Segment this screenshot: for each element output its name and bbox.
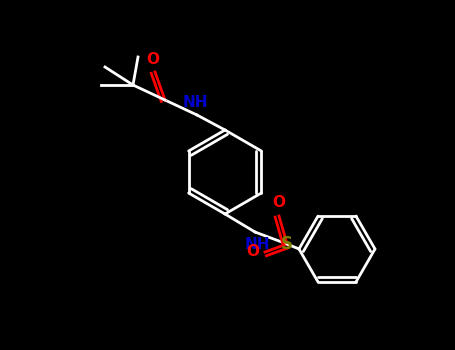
Text: NH: NH xyxy=(244,237,270,252)
Text: S: S xyxy=(281,235,293,253)
Text: O: O xyxy=(273,195,285,210)
Text: NH: NH xyxy=(182,95,208,110)
Text: O: O xyxy=(246,245,259,259)
Text: O: O xyxy=(147,52,160,67)
